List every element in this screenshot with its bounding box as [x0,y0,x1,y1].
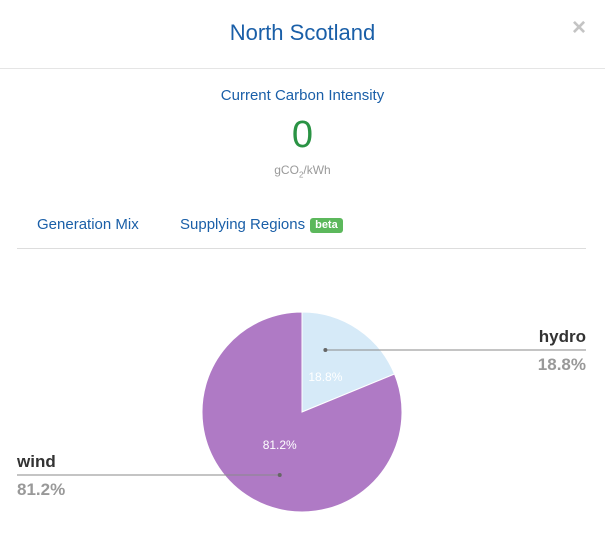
tab-bar: Generation Mix Supplying Regions beta [17,200,586,249]
pie-slice-hydro[interactable] [301,311,396,413]
carbon-intensity-value: 0 [291,114,314,156]
slice-value-label-wind: 81.2% [263,438,297,452]
pie-slice-wind[interactable] [201,311,403,513]
tab-generation-mix[interactable]: Generation Mix [37,216,139,233]
leader-dot-wind [277,473,282,477]
leader-dot-hydro [323,348,328,352]
unit-suffix: /kWh [303,163,331,177]
carbon-intensity-label: Current Carbon Intensity [220,87,385,104]
generation-mix-pie-chart: 18.8% hydro 18.8% 81.2% wind 81.2% [16,311,586,513]
tab-supplying-regions[interactable]: Supplying Regions beta [180,216,343,233]
legend-name-hydro: hydro [539,327,586,346]
legend-name-wind: wind [16,452,56,471]
modal-header: North Scotland × [0,0,605,69]
slice-value-label-hydro: 18.8% [308,370,342,384]
unit-prefix: gCO [274,163,299,177]
close-icon[interactable]: × [571,14,586,41]
carbon-intensity-unit: gCO2/kWh [0,163,605,179]
beta-badge: beta [310,218,343,233]
modal-title: North Scotland [229,20,376,45]
unit-subscript: 2 [298,170,304,180]
legend-percent-hydro: 18.8% [538,355,586,374]
tab-supplying-regions-label: Supplying Regions [180,216,306,233]
legend-percent-wind: 81.2% [17,480,65,499]
